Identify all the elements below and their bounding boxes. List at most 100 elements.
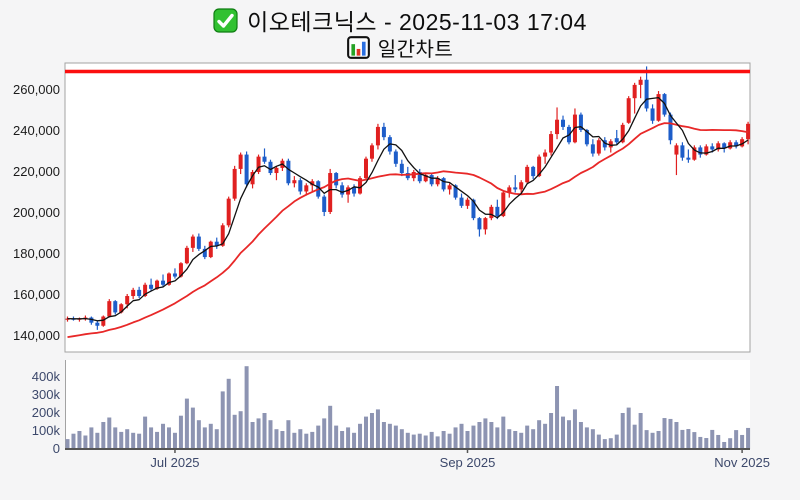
candle-body (328, 173, 333, 212)
candle-body (334, 173, 339, 186)
candle-body (620, 124, 625, 143)
volume-bar (519, 432, 524, 449)
candle-body (364, 158, 368, 179)
candle-body (423, 175, 428, 182)
candle-body (149, 284, 154, 289)
candle-body (650, 108, 655, 121)
candle-body (232, 168, 237, 199)
volume-bar (256, 418, 261, 449)
volume-bar (561, 416, 566, 449)
volume-bar (149, 427, 154, 449)
volume-bar (620, 413, 625, 449)
volume-bar (304, 433, 309, 449)
volume-bar (161, 423, 166, 449)
volume-bar (292, 432, 297, 449)
green-checkbox-icon (213, 7, 238, 33)
candle-body (310, 181, 315, 186)
volume-bar (125, 429, 130, 449)
volume-bar (405, 432, 410, 449)
volume-bar (238, 411, 243, 449)
volume-bar (208, 423, 213, 449)
chart-subtitle-row: 일간차트 (0, 33, 800, 62)
volume-bar (77, 431, 82, 449)
volume-bar (429, 431, 434, 449)
candle-body (226, 198, 231, 226)
candle-body (728, 142, 733, 149)
candle-body (555, 119, 560, 135)
ma-fast-line (67, 96, 749, 322)
candle-body (304, 185, 309, 192)
volume-bar (746, 427, 751, 449)
volume-bar (119, 431, 124, 449)
candle-body (220, 225, 225, 246)
candle-body (286, 160, 291, 184)
candle-body (417, 172, 422, 182)
candle-body (513, 187, 518, 190)
volume-bar (566, 420, 571, 449)
candle-body (208, 241, 213, 258)
candle-body (578, 114, 583, 130)
volume-bar (190, 407, 195, 449)
candle-body (668, 114, 673, 141)
volume-bar (316, 425, 321, 449)
candle-body (268, 161, 273, 174)
volume-bar (614, 434, 619, 449)
candle-body (137, 289, 142, 297)
candle-body (381, 126, 386, 138)
volume-bar (489, 422, 494, 449)
candle-body (190, 236, 195, 248)
volume-bar (220, 391, 225, 449)
volume-bar (178, 415, 183, 449)
volume-bar (734, 430, 739, 449)
volume-bars (65, 366, 751, 449)
volume-bar (250, 422, 255, 449)
volume-bar (513, 431, 518, 449)
volume-bar (244, 366, 249, 449)
volume-bar (107, 417, 112, 449)
chart-kind-label: 일간차트 (377, 39, 454, 61)
volume-bar (549, 413, 554, 449)
candle-body (543, 152, 548, 157)
candle-body (125, 296, 130, 305)
volume-bar (602, 439, 607, 449)
volume-bar (131, 432, 136, 449)
candle-body (358, 178, 363, 194)
volume-bar (268, 420, 273, 449)
volume-bar (172, 432, 177, 449)
candle-body (525, 166, 530, 183)
volume-bar (465, 431, 470, 449)
candlesticks (65, 66, 751, 330)
candle-body (674, 145, 679, 155)
page-title: 이오테크닉스 - 2025-11-03 17:04 (247, 9, 587, 35)
volume-bar (381, 422, 386, 449)
volume-bar (656, 431, 661, 449)
candle-body (489, 206, 494, 219)
candle-body (399, 163, 404, 174)
candle-body (584, 129, 589, 145)
candle-body (734, 142, 739, 147)
candle-body (531, 166, 536, 177)
volume-bar (334, 425, 339, 449)
volume-bar (740, 434, 745, 449)
candle-body (202, 248, 207, 258)
volume-bar (65, 439, 70, 449)
candle-body (608, 141, 613, 148)
volume-bar (674, 422, 679, 449)
volume-bar (310, 431, 315, 449)
candle-body (638, 79, 643, 85)
candle-body (483, 218, 488, 230)
candle-body (161, 280, 166, 285)
volume-bar (722, 441, 727, 449)
candle-body (602, 140, 607, 148)
volume-bar (537, 420, 542, 449)
candle-body (519, 182, 524, 190)
candle-body (626, 98, 631, 123)
volume-bar (555, 386, 560, 449)
volume-bar (322, 418, 327, 449)
volume-bar (346, 427, 351, 449)
candle-body (298, 180, 303, 192)
candle-body (429, 175, 434, 185)
candle-body (465, 199, 470, 206)
